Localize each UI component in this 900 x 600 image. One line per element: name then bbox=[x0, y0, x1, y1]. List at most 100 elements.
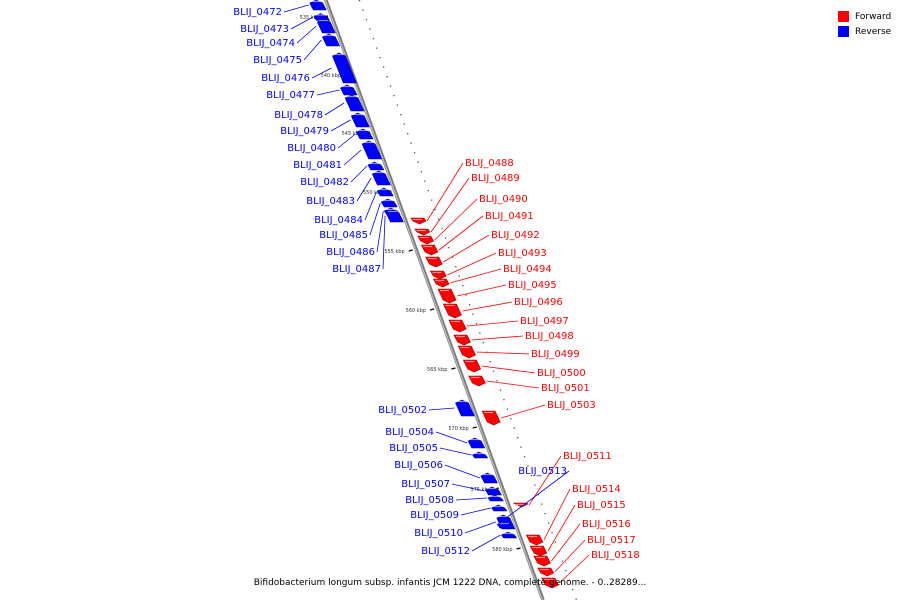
gene-label-blij_0511[interactable]: BLIJ_0511 bbox=[563, 451, 612, 462]
gene-label-blij_0472[interactable]: BLIJ_0472 bbox=[233, 7, 282, 18]
gene-arrow[interactable] bbox=[385, 209, 404, 223]
gene-arrow[interactable] bbox=[344, 94, 365, 112]
gene-arrow[interactable] bbox=[437, 288, 457, 304]
gene-label-blij_0477[interactable]: BLIJ_0477 bbox=[266, 90, 315, 101]
gene-label-blij_0487[interactable]: BLIJ_0487 bbox=[332, 264, 381, 275]
gene-label-blij_0506[interactable]: BLIJ_0506 bbox=[394, 460, 443, 471]
gene-arrow[interactable] bbox=[420, 244, 439, 256]
gene-blij_0490[interactable]: BLIJ_0490 bbox=[417, 194, 528, 245]
gene-label-blij_0482[interactable]: BLIJ_0482 bbox=[300, 177, 349, 188]
gene-blij_0472[interactable]: BLIJ_0472 bbox=[233, 0, 327, 18]
gene-arrow[interactable] bbox=[425, 256, 443, 268]
gene-arrow[interactable] bbox=[350, 112, 370, 128]
gene-blij_0474[interactable]: BLIJ_0474 bbox=[246, 18, 336, 49]
gene-label-blij_0498[interactable]: BLIJ_0498 bbox=[525, 331, 574, 342]
gene-label-blij_0475[interactable]: BLIJ_0475 bbox=[253, 55, 302, 66]
gene-label-blij_0474[interactable]: BLIJ_0474 bbox=[246, 38, 295, 49]
gene-label-blij_0515[interactable]: BLIJ_0515 bbox=[577, 500, 626, 511]
gene-arrow[interactable] bbox=[541, 577, 559, 589]
gene-label-blij_0510[interactable]: BLIJ_0510 bbox=[414, 528, 463, 539]
gene-blij_0491[interactable]: BLIJ_0491 bbox=[420, 211, 534, 256]
gene-label-blij_0490[interactable]: BLIJ_0490 bbox=[479, 194, 528, 205]
gene-label-blij_0517[interactable]: BLIJ_0517 bbox=[587, 535, 636, 546]
gene-label-blij_0502[interactable]: BLIJ_0502 bbox=[378, 405, 427, 416]
gene-label-blij_0484[interactable]: BLIJ_0484 bbox=[314, 215, 363, 226]
gene-label-blij_0485[interactable]: BLIJ_0485 bbox=[319, 230, 368, 241]
gene-arrow[interactable] bbox=[525, 534, 544, 546]
gene-blij_0515[interactable]: BLIJ_0515 bbox=[529, 500, 626, 557]
gene-arrow[interactable] bbox=[529, 545, 548, 557]
gene-label-blij_0497[interactable]: BLIJ_0497 bbox=[520, 316, 569, 327]
gene-blij_0473[interactable]: BLIJ_0473 bbox=[240, 13, 331, 36]
gene-blij_0511[interactable]: BLIJ_0511 bbox=[512, 451, 612, 508]
gene-blij_0495[interactable]: BLIJ_0495 bbox=[437, 280, 557, 304]
gene-label-blij_0504[interactable]: BLIJ_0504 bbox=[385, 427, 434, 438]
gene-blij_0500[interactable]: BLIJ_0500 bbox=[462, 359, 586, 379]
gene-label-blij_0492[interactable]: BLIJ_0492 bbox=[491, 230, 540, 241]
gene-blij_0509[interactable]: BLIJ_0509 bbox=[410, 504, 508, 521]
gene-arrow[interactable] bbox=[533, 555, 551, 567]
gene-blij_0489[interactable]: BLIJ_0489 bbox=[414, 173, 520, 236]
gene-blij_0488[interactable]: BLIJ_0488 bbox=[410, 158, 514, 225]
gene-blij_0512[interactable]: BLIJ_0512 bbox=[421, 531, 518, 557]
gene-blij_0477[interactable]: BLIJ_0477 bbox=[266, 84, 358, 101]
gene-label-blij_0476[interactable]: BLIJ_0476 bbox=[261, 73, 310, 84]
gene-arrow[interactable] bbox=[309, 0, 327, 11]
gene-blij_0479[interactable]: BLIJ_0479 bbox=[280, 112, 370, 137]
gene-label-blij_0508[interactable]: BLIJ_0508 bbox=[405, 495, 454, 506]
gene-label-blij_0512[interactable]: BLIJ_0512 bbox=[421, 546, 470, 557]
gene-blij_0518[interactable]: BLIJ_0518 bbox=[541, 550, 640, 589]
gene-arrow[interactable] bbox=[448, 319, 467, 333]
gene-label-blij_0473[interactable]: BLIJ_0473 bbox=[240, 24, 289, 35]
gene-label-blij_0516[interactable]: BLIJ_0516 bbox=[582, 519, 631, 530]
gene-blij_0508[interactable]: BLIJ_0508 bbox=[405, 494, 504, 506]
gene-label-blij_0489[interactable]: BLIJ_0489 bbox=[471, 173, 520, 184]
gene-blij_0493[interactable]: BLIJ_0493 bbox=[429, 248, 547, 280]
gene-blij_0506[interactable]: BLIJ_0506 bbox=[394, 460, 498, 484]
gene-label-blij_0480[interactable]: BLIJ_0480 bbox=[287, 143, 336, 154]
gene-label-blij_0481[interactable]: BLIJ_0481 bbox=[293, 160, 342, 171]
gene-blij_0487[interactable]: BLIJ_0487 bbox=[332, 209, 404, 275]
gene-label-blij_0503[interactable]: BLIJ_0503 bbox=[547, 400, 596, 411]
gene-blij_0478[interactable]: BLIJ_0478 bbox=[274, 94, 365, 121]
gene-label-blij_0509[interactable]: BLIJ_0509 bbox=[410, 510, 459, 521]
gene-label-blij_0518[interactable]: BLIJ_0518 bbox=[591, 550, 640, 561]
gene-blij_0475[interactable]: BLIJ_0475 bbox=[253, 33, 341, 66]
gene-arrow[interactable] bbox=[480, 472, 498, 484]
gene-label-blij_0479[interactable]: BLIJ_0479 bbox=[280, 126, 329, 137]
gene-arrow[interactable] bbox=[355, 128, 374, 140]
gene-blij_0502[interactable]: BLIJ_0502 bbox=[378, 399, 475, 417]
gene-blij_0483[interactable]: BLIJ_0483 bbox=[306, 170, 391, 207]
gene-label-blij_0486[interactable]: BLIJ_0486 bbox=[326, 247, 375, 258]
gene-blij_0516[interactable]: BLIJ_0516 bbox=[533, 519, 631, 567]
gene-arrow[interactable] bbox=[340, 84, 358, 96]
gene-blij_0514[interactable]: BLIJ_0514 bbox=[525, 484, 621, 546]
gene-label-blij_0500[interactable]: BLIJ_0500 bbox=[537, 368, 586, 379]
gene-blij_0505[interactable]: BLIJ_0505 bbox=[389, 443, 489, 459]
gene-arrow[interactable] bbox=[462, 359, 482, 373]
gene-label-blij_0483[interactable]: BLIJ_0483 bbox=[306, 196, 355, 207]
gene-arrow[interactable] bbox=[467, 437, 486, 449]
gene-blij_0494[interactable]: BLIJ_0494 bbox=[432, 264, 552, 288]
gene-label-blij_0507[interactable]: BLIJ_0507 bbox=[401, 479, 450, 490]
gene-label-blij_0491[interactable]: BLIJ_0491 bbox=[485, 211, 534, 222]
gene-arrow[interactable] bbox=[481, 410, 501, 426]
gene-blij_0513[interactable]: BLIJ_0513 bbox=[496, 466, 570, 529]
gene-blij_0496[interactable]: BLIJ_0496 bbox=[442, 297, 563, 319]
gene-label-blij_0488[interactable]: BLIJ_0488 bbox=[465, 158, 514, 169]
gene-label-blij_0513[interactable]: BLIJ_0513 bbox=[518, 466, 567, 477]
gene-blij_0499[interactable]: BLIJ_0499 bbox=[457, 345, 580, 360]
gene-blij_0482[interactable]: BLIJ_0482 bbox=[300, 161, 385, 188]
gene-label-blij_0514[interactable]: BLIJ_0514 bbox=[572, 484, 621, 495]
gene-arrow[interactable] bbox=[332, 52, 357, 84]
gene-blij_0480[interactable]: BLIJ_0480 bbox=[287, 128, 374, 154]
gene-arrow[interactable] bbox=[371, 170, 391, 186]
gene-blij_0497[interactable]: BLIJ_0497 bbox=[448, 316, 569, 333]
gene-label-blij_0505[interactable]: BLIJ_0505 bbox=[389, 443, 438, 454]
gene-arrow[interactable] bbox=[361, 140, 383, 160]
gene-blij_0504[interactable]: BLIJ_0504 bbox=[385, 427, 486, 449]
gene-arrow[interactable] bbox=[455, 399, 475, 417]
gene-label-blij_0499[interactable]: BLIJ_0499 bbox=[531, 349, 580, 360]
gene-arrow[interactable] bbox=[453, 334, 471, 346]
gene-label-blij_0495[interactable]: BLIJ_0495 bbox=[508, 280, 557, 291]
